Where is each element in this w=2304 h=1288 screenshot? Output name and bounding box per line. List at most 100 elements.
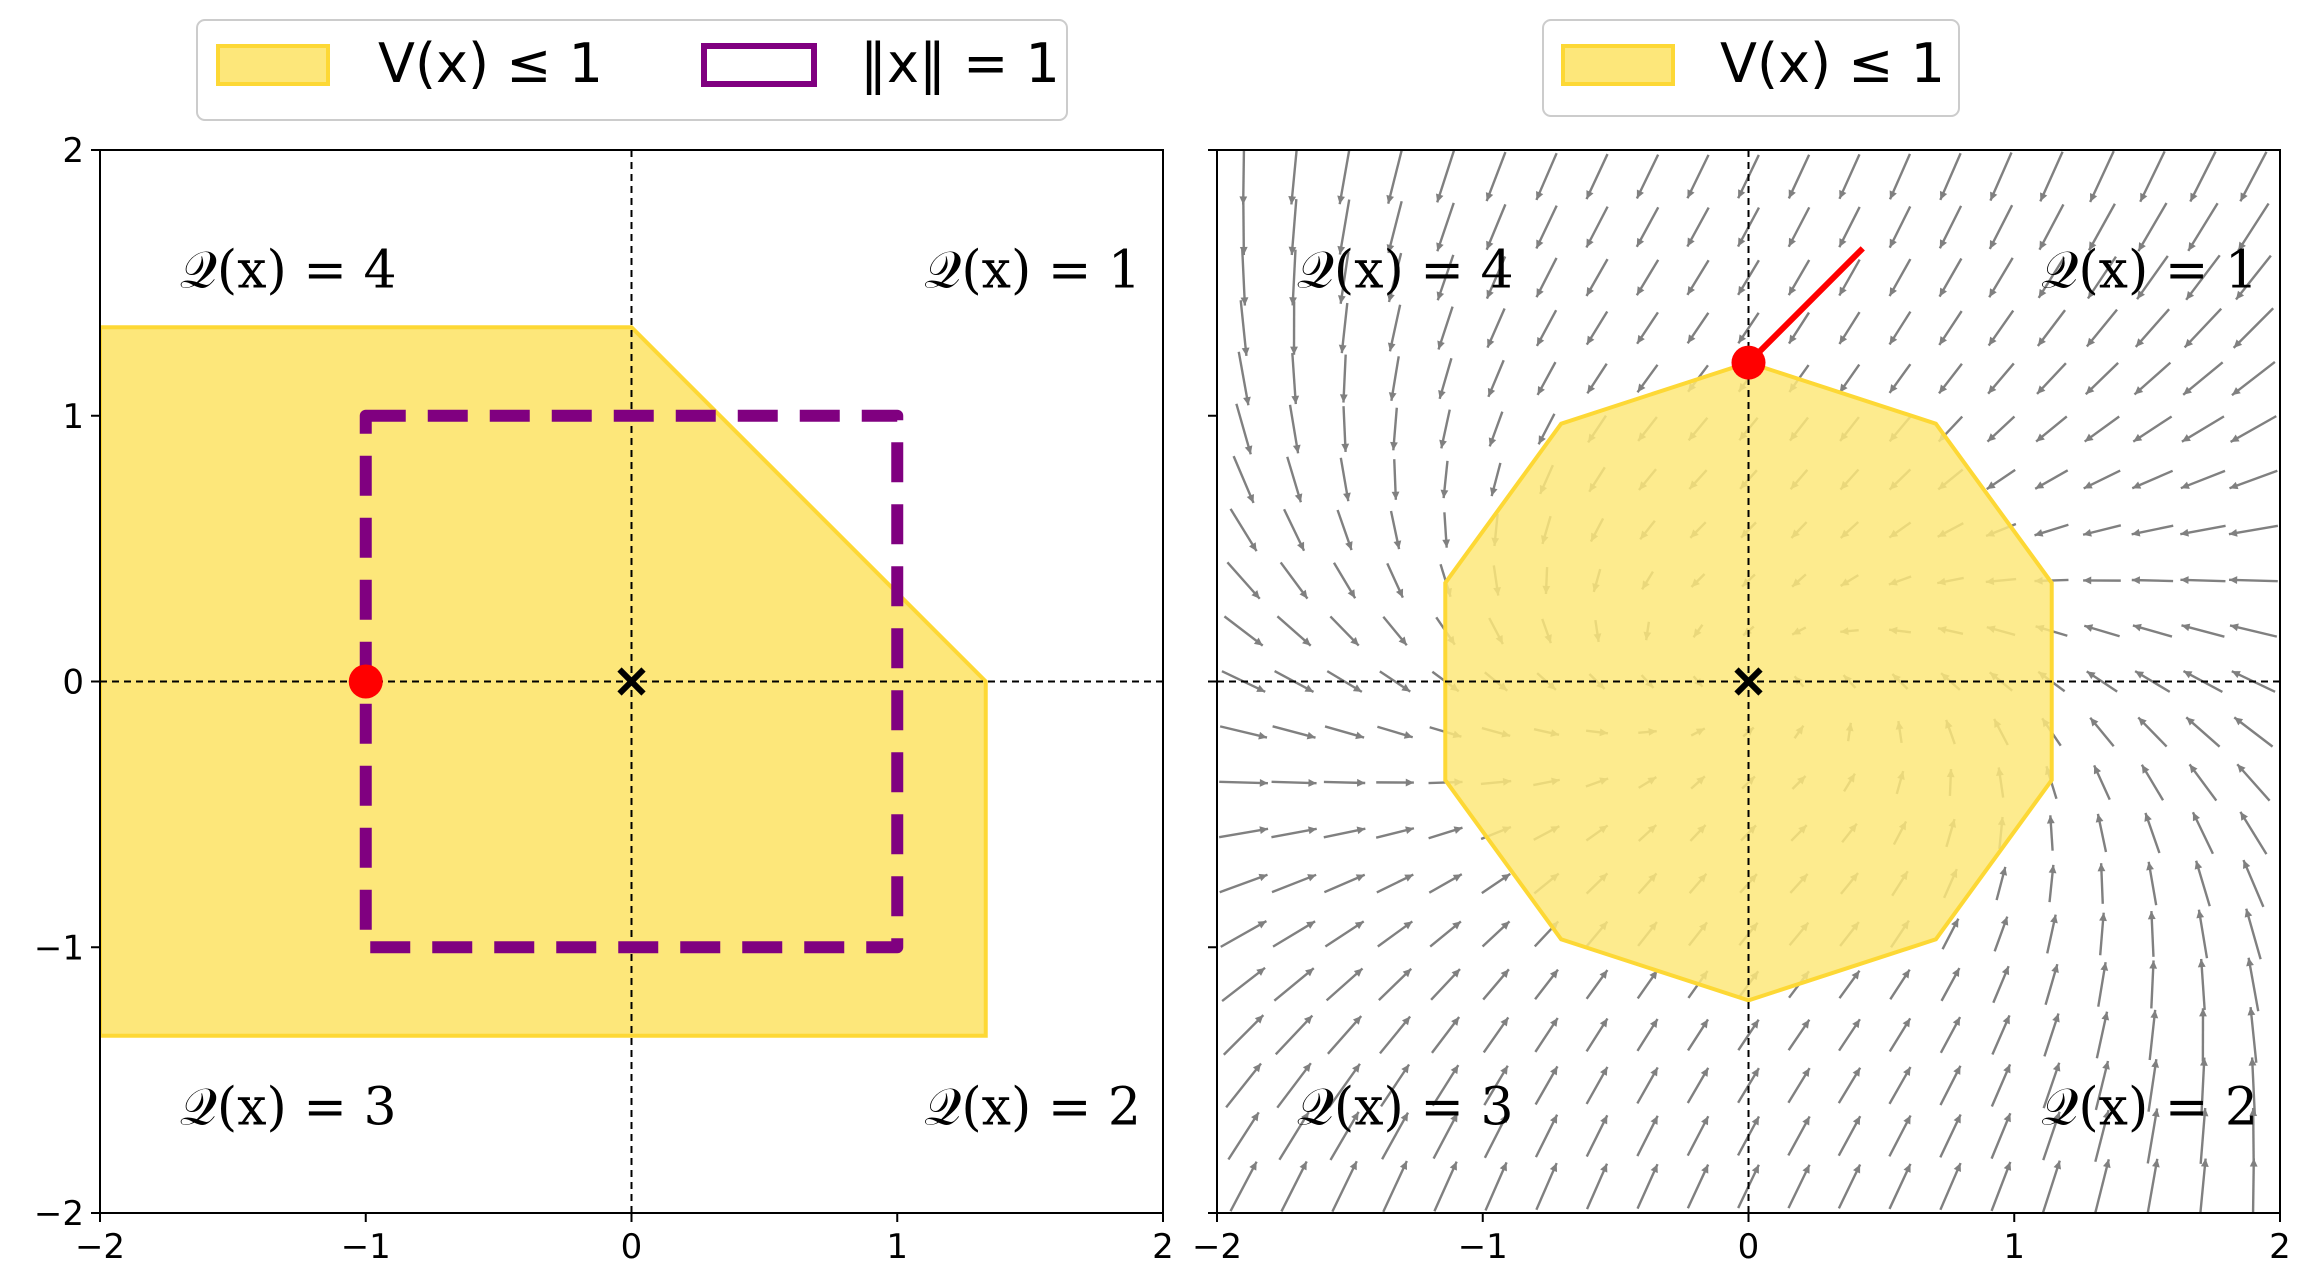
vector-arrow [1280,1160,1308,1212]
quadrant-label: 𝒬(x) = 2 [2041,1078,2258,1138]
vector-arrowhead [1355,874,1365,882]
vector-arrowhead [2132,623,2142,632]
vector-arrowhead [1839,383,1848,393]
y-tick-label: −1 [34,928,84,968]
vector-arrowhead [1500,969,1509,979]
vector-arrowhead [1550,1066,1558,1076]
vector-arrowhead [1789,334,1797,344]
vector-arrowhead [2196,909,2205,919]
vector-arrowhead [1750,1019,1759,1029]
x-tick-label: 0 [621,1227,643,1267]
vector-arrowhead [1246,493,1254,503]
vector-arrowhead [1586,238,1594,248]
vector-arrow [1291,352,1298,405]
vector-arrow [1276,1062,1312,1109]
vector-arrowhead [1347,589,1356,599]
vector-arrowhead [1500,921,1510,930]
x-tick-label: −2 [1192,1227,1242,1267]
vector-arrowhead [1889,384,1898,393]
vector-arrowhead [1390,441,1398,451]
vector-arrowhead [2132,481,2142,489]
vector-arrowhead [1399,1161,1407,1171]
vector-arrow [2094,1060,2110,1111]
vector-arrowhead [2053,1160,2062,1170]
vector-arrowhead [2147,911,2156,920]
vector-arrowhead [2231,671,2241,679]
vector-arrowhead [2229,576,2238,584]
vector-arrowhead [1240,297,1249,306]
vector-arrowhead [1436,242,1444,252]
vector-arrowhead [2243,860,2251,870]
x-tick-label: −2 [75,1227,125,1267]
vector-arrow [1326,1015,1363,1055]
vector-arrow [2185,254,2221,301]
vector-arrowhead [2003,1161,2012,1171]
quadrant-label: 𝒬(x) = 4 [1297,241,1514,301]
vector-arrowhead [2037,385,2046,394]
vector-arrowhead [1239,246,1248,256]
vector-arrowhead [1350,637,1359,646]
vector-arrowhead [1489,487,1498,497]
vector-arrowhead [1738,285,1746,295]
vector-arrowhead [2040,192,2048,202]
vector-arrowhead [1405,826,1414,835]
vector-arrowhead [1485,192,1494,202]
vector-arrowhead [2190,192,2198,202]
vector-arrowhead [1953,1065,1961,1075]
vector-arrowhead [1405,778,1414,787]
vector-arrowhead [2051,964,2059,974]
vector-arrow [1225,1062,1262,1109]
vector-arrow [2251,1158,2256,1213]
vector-arrowhead [1988,384,1997,394]
vector-arrow [1340,302,1349,354]
vector-arrowhead [1788,189,1796,199]
vector-arrow [2038,203,2065,251]
vector-arrowhead [1839,286,1847,296]
vector-arrow [2229,578,2278,583]
vector-arrowhead [1308,826,1317,835]
vector-arrow [1635,154,1660,200]
vector-arrow [1272,920,1316,948]
vector-arrowhead [2052,1062,2061,1072]
vector-arrowhead [2039,240,2047,250]
vector-arrowhead [1951,918,1959,928]
vector-arrow [2200,1057,2206,1114]
vector-arrowhead [2137,290,2145,300]
vector-arrowhead [1852,1019,1860,1029]
vector-arrowhead [2237,764,2246,773]
vector-arrow [2229,415,2277,443]
vector-arrowhead [1442,539,1451,548]
vector-arrowhead [1649,1019,1658,1028]
vector-arrow [1290,150,1298,205]
vector-arrowhead [1351,1111,1359,1121]
vector-arrowhead [2035,481,2045,489]
vector-arrowhead [1487,338,1495,348]
vector-arrowhead [1600,1066,1608,1076]
vector-arrowhead [1401,683,1411,692]
vector-arrow [1288,404,1300,454]
vector-arrowhead [1701,1116,1709,1126]
quadrant-label: 𝒬(x) = 4 [180,241,397,301]
vector-arrowhead [1355,731,1365,740]
vector-arrowhead [2181,623,2191,632]
vector-arrowhead [1989,239,1997,249]
vector-arrowhead [2197,958,2206,968]
vector-arrowhead [1902,1018,1911,1028]
vector-arrowhead [2084,624,2094,632]
vector-arrow [1380,1063,1411,1108]
x-tick-label: 1 [886,1227,908,1267]
vector-arrowhead [1354,921,1364,930]
panel-1: 𝒬(x) = 4 𝒬(x) = 1 𝒬(x) = 3 𝒬(x) = 2 −2 −1 0 1 2 −… [34,131,1174,1267]
level-set-region [100,325,988,1038]
vector-arrowhead [2083,481,2093,489]
vector-arrowhead [1249,1161,1257,1171]
vector-arrow [1339,251,1350,304]
vector-arrow [2228,524,2279,536]
vector-arrowhead [2149,960,2158,969]
vector-arrow [1241,249,1247,306]
vector-arrow [1329,1111,1360,1161]
vector-arrowhead [2090,192,2098,202]
y-tick-label: 0 [62,663,84,703]
vector-arrowhead [1700,1019,1708,1029]
vector-arrowhead [1903,1066,1911,1076]
